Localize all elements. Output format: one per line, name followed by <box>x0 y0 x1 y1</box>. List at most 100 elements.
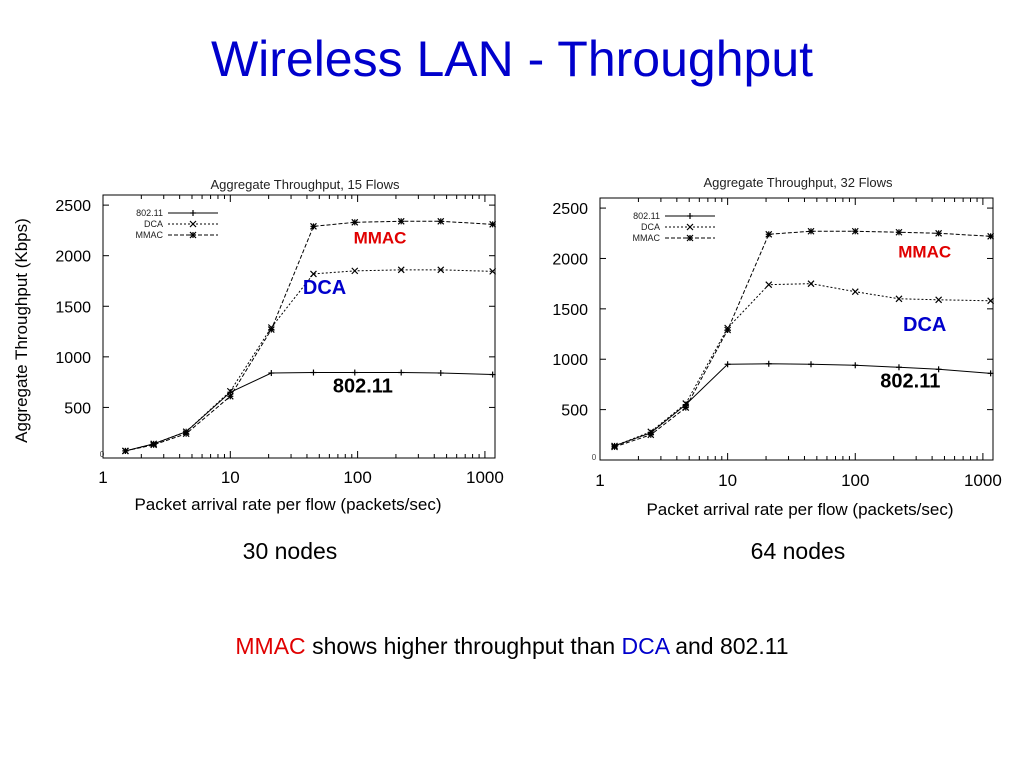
x-tick-label: 100 <box>343 468 371 487</box>
y-axis-label: Aggregate Throughput (Kbps) <box>12 218 31 443</box>
series-line-80211 <box>614 363 991 447</box>
x-tick-label: 1 <box>98 468 107 487</box>
data-point <box>437 370 444 377</box>
series-line-mmac <box>614 230 991 448</box>
y-tick-label: 2500 <box>552 201 588 218</box>
data-point <box>310 369 317 376</box>
data-point <box>182 430 190 438</box>
plot-frame <box>102 194 496 459</box>
chart-2: Aggregate Throughput, 32 Flows5001000150… <box>552 175 1001 519</box>
data-point <box>226 392 234 400</box>
data-point <box>398 369 405 376</box>
data-point <box>397 266 405 274</box>
legend-marker <box>687 213 693 219</box>
data-point <box>351 267 359 275</box>
footer-text-2: and 802.11 <box>675 633 789 659</box>
data-point <box>851 288 859 296</box>
data-point <box>807 227 815 235</box>
data-point <box>682 404 690 412</box>
series-line-mmac <box>125 220 493 452</box>
legend-marker <box>686 234 694 242</box>
legend-label: MMAC <box>136 230 164 240</box>
series-line-80211 <box>125 372 493 452</box>
x-tick-label: 1000 <box>466 468 504 487</box>
x-tick-label: 10 <box>221 468 240 487</box>
data-point <box>647 428 655 436</box>
data-point <box>611 443 618 451</box>
annotation-80211: 802.11 <box>333 375 393 397</box>
data-point <box>987 370 994 377</box>
data-point <box>765 360 772 367</box>
data-point <box>935 366 942 373</box>
x-axis-label: Packet arrival rate per flow (packets/se… <box>134 495 441 514</box>
chart-title: Aggregate Throughput, 15 Flows <box>210 177 400 192</box>
y-tick-label: 2500 <box>55 198 91 215</box>
data-point <box>935 229 943 237</box>
data-point <box>150 441 158 449</box>
legend-marker <box>190 210 196 216</box>
y-tick-label: 1500 <box>55 299 91 316</box>
x-tick-label: 10 <box>718 471 737 490</box>
data-point <box>724 361 731 368</box>
data-point <box>852 362 859 369</box>
x-axis-label: Packet arrival rate per flow (packets/se… <box>646 500 953 519</box>
data-point <box>895 228 903 236</box>
data-point <box>267 326 275 333</box>
annotation-80211: 802.11 <box>880 370 940 392</box>
chart-caption-64-nodes: 64 nodes <box>750 538 846 564</box>
y-tick-label: 1000 <box>552 352 588 369</box>
footer-statement: MMAC shows higher throughput than DCA an… <box>0 633 1024 660</box>
y-tick-label: 2000 <box>55 249 91 266</box>
chart-1: Aggregate Throughput, 15 Flows 500 1000 150… <box>12 177 504 514</box>
data-point <box>310 222 317 230</box>
data-point <box>851 227 859 235</box>
data-point <box>987 297 995 305</box>
legend-label: 802.11 <box>633 211 660 221</box>
data-point <box>807 280 815 288</box>
series-line-dca <box>614 283 991 447</box>
data-point <box>437 217 445 225</box>
data-point <box>808 361 815 368</box>
data-point <box>351 369 358 376</box>
data-point <box>397 217 405 225</box>
data-point <box>489 267 497 275</box>
footer-dca: DCA <box>621 633 669 659</box>
data-point <box>351 218 359 226</box>
y-tick-label: 1000 <box>55 350 91 367</box>
data-point <box>310 270 317 278</box>
data-point <box>489 371 496 378</box>
annotation-dca: DCA <box>903 314 946 336</box>
annotation-dca: DCA <box>303 277 346 299</box>
data-point <box>647 431 655 439</box>
data-point <box>724 326 732 334</box>
plot-frame <box>599 197 994 461</box>
data-point <box>765 281 773 289</box>
data-point <box>226 387 234 395</box>
legend-label: 802.11 <box>136 208 163 218</box>
y-zero-label: 0 <box>592 453 597 462</box>
data-point <box>489 220 497 228</box>
chart-title: Aggregate Throughput, 32 Flows <box>703 175 893 190</box>
data-point <box>895 364 902 371</box>
legend-marker <box>686 223 694 231</box>
data-point <box>935 296 943 304</box>
slide-title: Wireless LAN - Throughput <box>210 31 814 87</box>
y-tick-label: 1500 <box>552 302 588 319</box>
annotation-mmac: MMAC <box>898 242 951 261</box>
footer-mmac: MMAC <box>235 633 306 659</box>
data-point <box>437 266 445 274</box>
annotation-mmac: MMAC <box>354 229 407 248</box>
chart-caption-30-nodes: 30 nodes <box>242 538 338 564</box>
data-point <box>895 295 903 303</box>
legend-label: MMAC <box>633 233 661 243</box>
footer-text-1: shows higher throughput than <box>312 633 616 659</box>
x-tick-label: 1000 <box>964 471 1002 490</box>
y-tick-label: 500 <box>64 400 91 417</box>
x-tick-label: 100 <box>841 471 869 490</box>
data-point <box>987 232 995 240</box>
y-tick-label: 500 <box>561 403 588 420</box>
legend-marker <box>189 220 197 228</box>
data-point <box>121 447 129 455</box>
series-line-dca <box>125 269 493 452</box>
